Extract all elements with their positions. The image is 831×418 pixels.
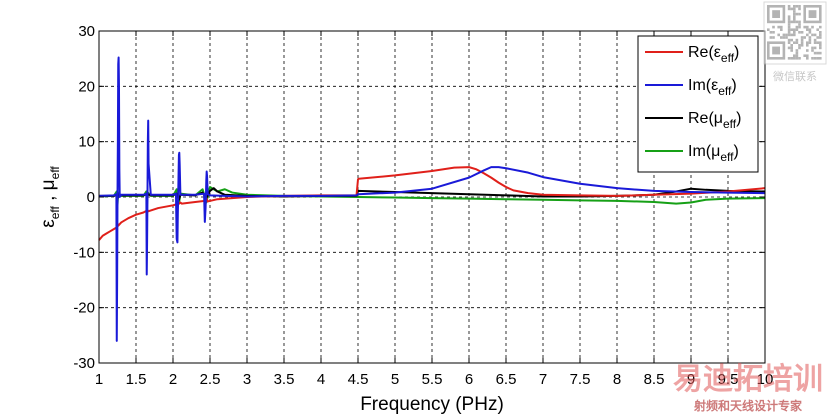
y-axis-label-main: ε (38, 219, 59, 228)
qr-caption: 微信联系 (773, 69, 817, 83)
qr-code-watermark: 微信联系 (763, 1, 827, 83)
y-tick-label: 30 (78, 23, 95, 40)
legend-box (637, 35, 759, 173)
x-tick-label: 1 (95, 371, 103, 388)
x-tick-label: 7 (539, 371, 547, 388)
x-tick-label: 9 (687, 371, 695, 388)
series-layer (98, 56, 766, 342)
y-tick-label: 0 (87, 189, 95, 206)
ticks (98, 30, 766, 364)
x-tick-label: 8.5 (644, 371, 665, 388)
y-axis-label-sep: , (38, 190, 59, 206)
y-tick-labels: -30 -20 -10 0 10 20 30 (73, 23, 95, 372)
x-axis-label: Frequency (PHz) (360, 394, 504, 415)
x-tick-label: 6.5 (496, 371, 517, 388)
legend-label-2: Im(εeff) (688, 77, 737, 98)
y-tick-label: 20 (78, 78, 95, 95)
legend-label-4: Im(μeff) (688, 143, 739, 164)
brand-watermark: 易迪拓培训 射频和天线设计专家 (673, 362, 823, 413)
x-tick-label: 5 (391, 371, 399, 388)
y-axis-label-sub2: eff (48, 166, 62, 180)
x-tick-label: 4 (317, 371, 325, 388)
x-tick-label: 2.5 (200, 371, 221, 388)
x-tick-label: 5.5 (422, 371, 443, 388)
series-line-2 (98, 56, 766, 342)
x-tick-label: 4.5 (348, 371, 369, 388)
legend-label-1: Re(εeff) (688, 44, 739, 65)
y-tick-label: 10 (78, 134, 95, 151)
y-tick-label: -20 (73, 300, 95, 317)
y-axis-label-main2: μ (38, 179, 59, 190)
x-tick-labels: 1 1.5 2 2.5 3 3.5 4 4.5 5 5.5 6 6.5 7 7.5 8 8.5 9 9.5 10 (95, 371, 774, 388)
legend: Re(εeff) Im(εeff) Re(μeff) Im(μeff) (637, 35, 759, 173)
x-tick-label: 7.5 (570, 371, 591, 388)
y-tick-label: -10 (73, 244, 95, 261)
brand-tagline: 射频和天线设计专家 (693, 398, 803, 413)
x-tick-label: 6 (465, 371, 473, 388)
legend-label-3: Re(μeff) (688, 110, 741, 131)
series-line-1 (98, 166, 766, 241)
brand-name: 易迪拓培训 (673, 362, 823, 397)
x-tick-label: 3 (243, 371, 251, 388)
x-tick-label: 3.5 (274, 371, 295, 388)
y-tick-label: -30 (73, 355, 95, 372)
x-tick-label: 8 (613, 371, 621, 388)
x-tick-label: 1.5 (126, 371, 147, 388)
y-axis-label: εeff , μeff (38, 166, 62, 228)
y-axis-label-sub1: eff (48, 205, 62, 219)
x-tick-label: 10 (757, 371, 774, 388)
x-tick-label: 9.5 (718, 371, 739, 388)
x-tick-label: 2 (169, 371, 177, 388)
